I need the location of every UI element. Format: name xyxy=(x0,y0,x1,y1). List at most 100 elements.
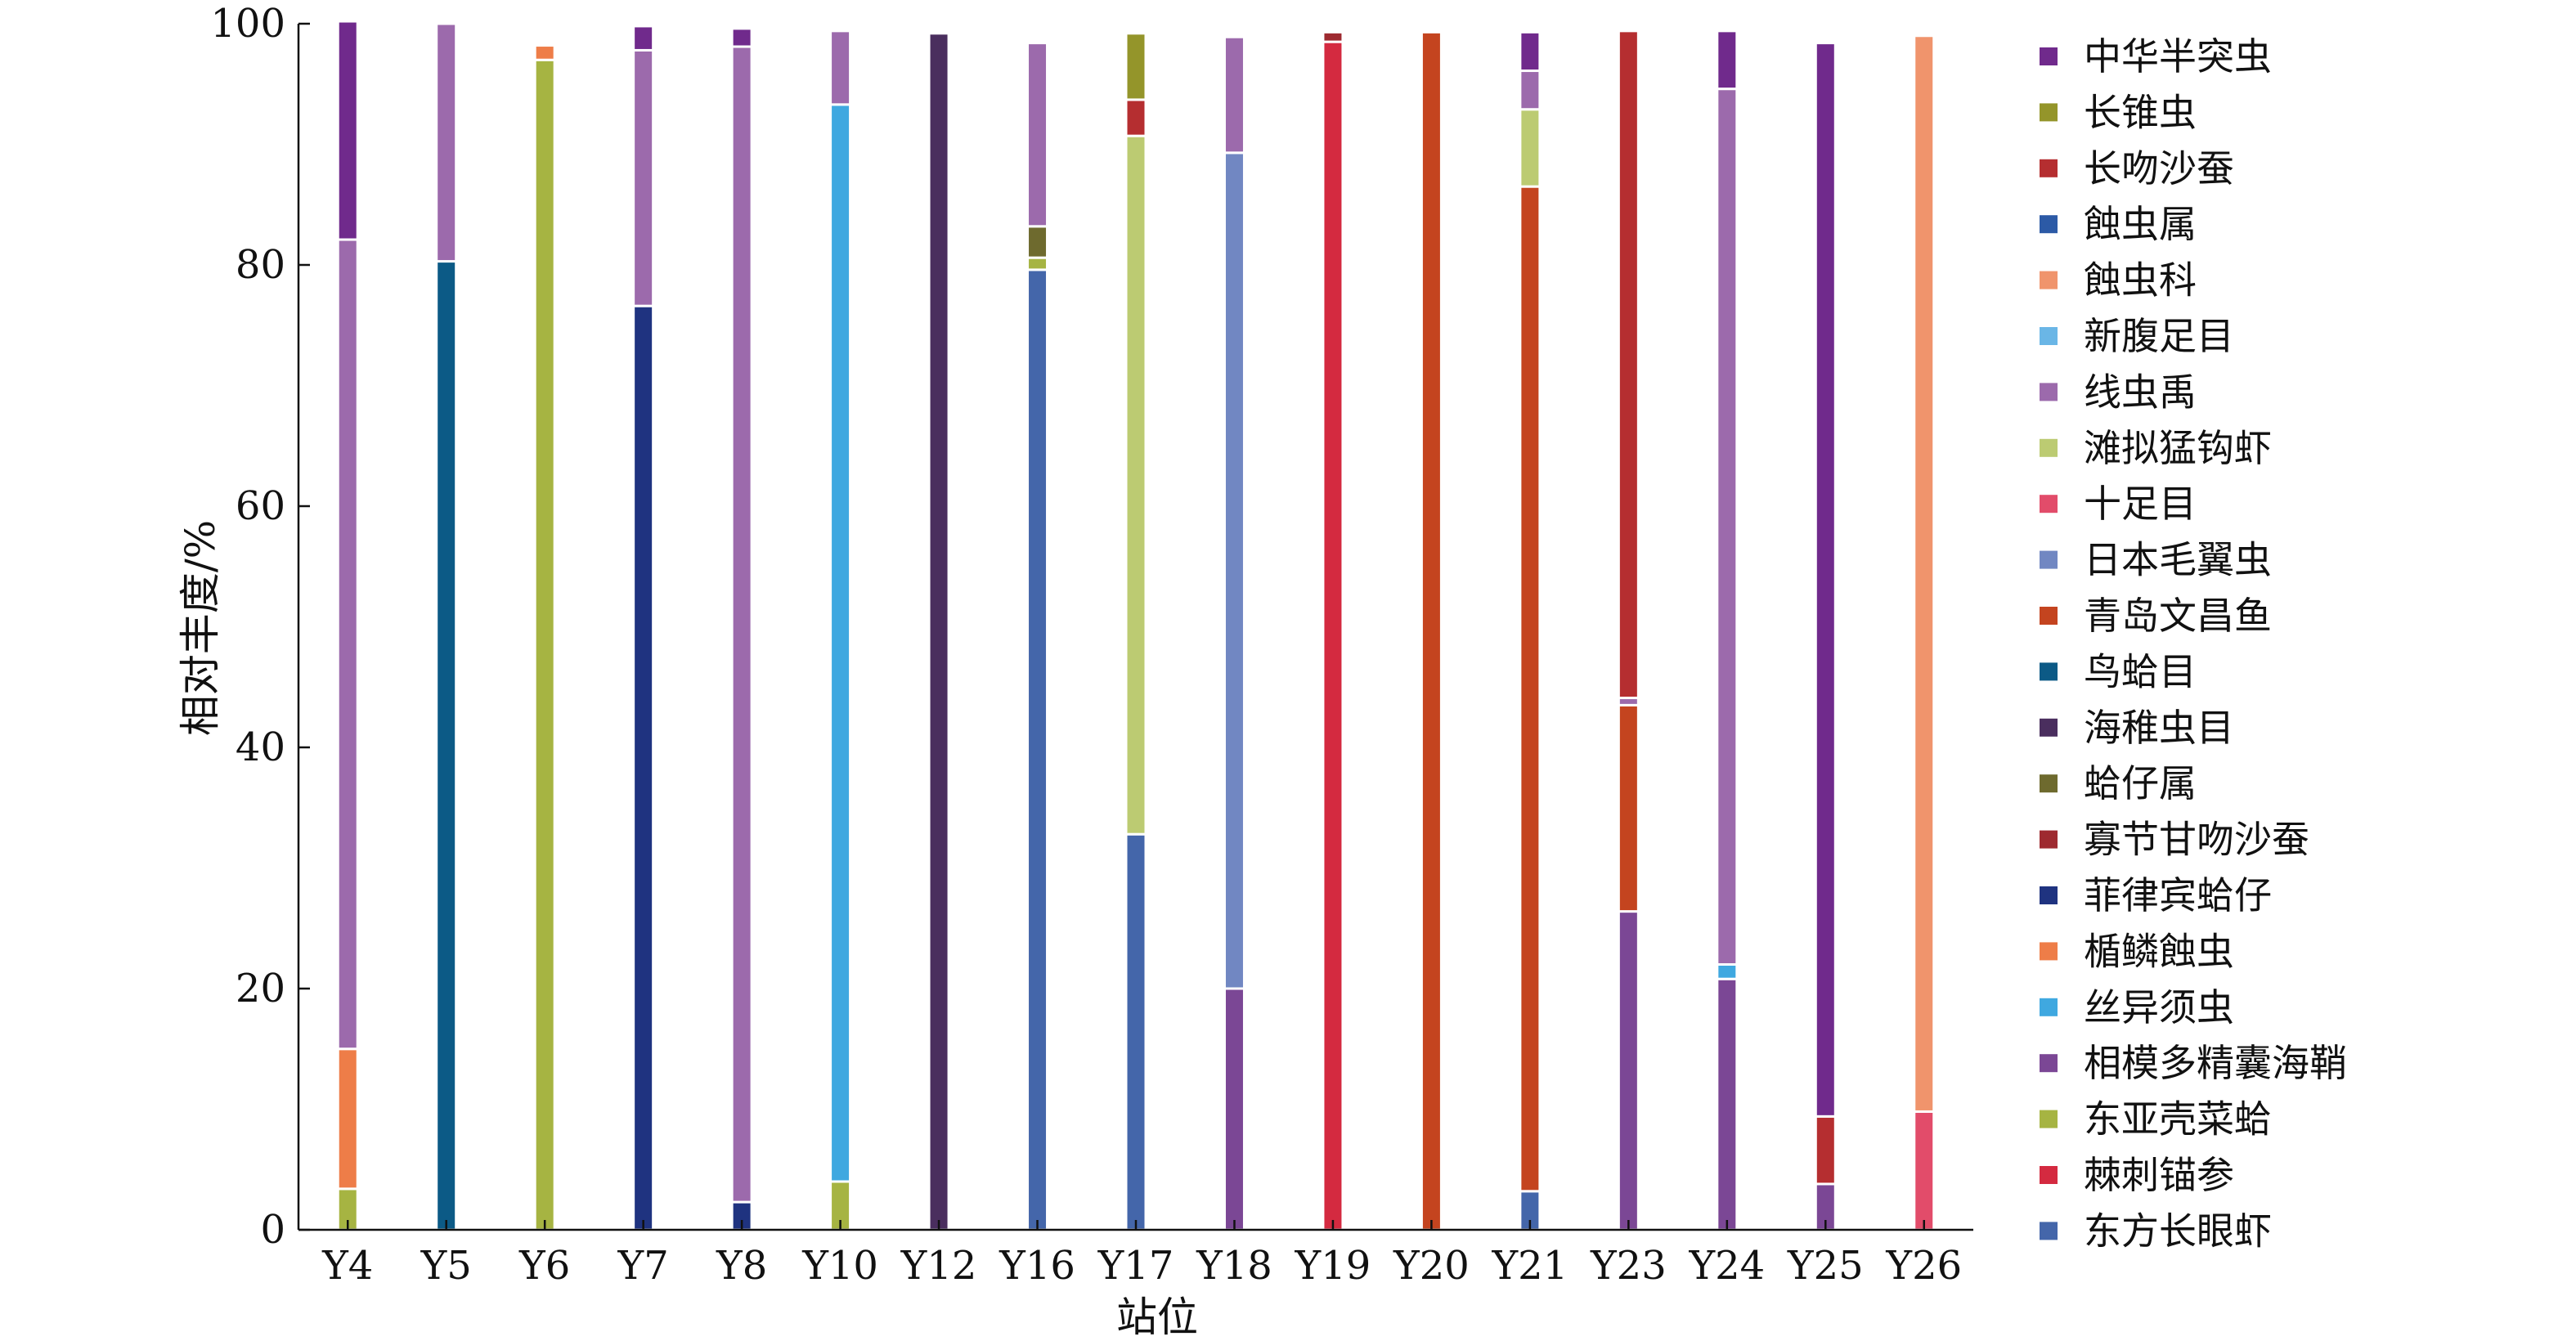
legend-swatch xyxy=(2040,1110,2058,1128)
bar-segment-Y5-s15 xyxy=(435,22,458,263)
bar-segment-Y24-s4 xyxy=(1716,963,1739,980)
bar-segment-Y18-s12 xyxy=(1223,151,1245,990)
legend-item: 长锥虫 xyxy=(2040,90,2197,134)
legend-swatch xyxy=(2040,438,2058,457)
legend-label: 相模多精囊海鞘 xyxy=(2084,1041,2347,1085)
legend-label: 青岛文昌鱼 xyxy=(2084,594,2272,638)
bar-segment-Y12-s9 xyxy=(927,32,950,1231)
legend-swatch xyxy=(2040,550,2058,569)
legend-item: 丝异须虫 xyxy=(2040,985,2234,1029)
bar-segment-Y23-s3 xyxy=(1617,910,1640,1231)
legend-item: 日本毛翼虫 xyxy=(2040,538,2272,582)
legend-label: 日本毛翼虫 xyxy=(2084,538,2272,582)
x-tick-label: Y8 xyxy=(716,1243,767,1289)
legend-item: 相模多精囊海鞘 xyxy=(2040,1041,2347,1085)
legend: 中华半突虫长锥虫长吻沙蚕蝕虫属蝕虫科新腹足目线虫禹滩拟猛钩虾十足目日本毛翼虫青岛… xyxy=(2040,34,2347,1253)
legend-item: 鸟蛤目 xyxy=(2040,649,2197,693)
legend-item: 新腹足目 xyxy=(2040,314,2234,358)
legend-label: 中华半突虫 xyxy=(2084,34,2272,78)
bar-segment-Y8-s21 xyxy=(730,27,753,48)
x-tick-label: Y17 xyxy=(1097,1243,1174,1289)
legend-label: 新腹足目 xyxy=(2084,314,2234,358)
legend-swatch xyxy=(2040,662,2058,681)
bar-segment-Y19-s7 xyxy=(1322,30,1344,43)
bar-segment-Y18-s15 xyxy=(1223,35,1245,155)
x-tick-label: Y16 xyxy=(999,1243,1075,1289)
bar-segment-Y4-s5 xyxy=(336,1047,359,1191)
bar-segment-Y19-s1 xyxy=(1322,40,1344,1231)
y-tick-label: 60 xyxy=(236,483,285,529)
x-tick-label: Y6 xyxy=(518,1243,570,1289)
legend-item: 青岛文昌鱼 xyxy=(2040,594,2272,638)
legend-item: 寡节甘吻沙蚕 xyxy=(2040,818,2309,862)
legend-item: 中华半突虫 xyxy=(2040,34,2272,78)
bar-segment-Y23-s19 xyxy=(1617,29,1640,700)
bar-segment-Y7-s6 xyxy=(632,304,655,1231)
bar-segment-Y16-s2 xyxy=(1026,256,1049,271)
x-tick-label: Y12 xyxy=(900,1243,977,1289)
legend-swatch xyxy=(2040,830,2058,849)
bar-layer xyxy=(336,20,1936,1231)
legend-item: 蝕虫科 xyxy=(2040,258,2197,303)
legend-swatch xyxy=(2040,1222,2058,1240)
legend-label: 蝕虫科 xyxy=(2084,258,2197,303)
legend-label: 线虫禹 xyxy=(2084,370,2197,414)
bar-segment-Y25-s19 xyxy=(1814,1115,1837,1186)
y-tick-label: 0 xyxy=(260,1207,285,1253)
bar-segment-Y18-s3 xyxy=(1223,987,1245,1231)
bar-segment-Y26-s17 xyxy=(1913,34,1936,1113)
legend-item: 菲律宾蛤仔 xyxy=(2040,873,2272,917)
bar-segment-Y21-s15 xyxy=(1519,70,1542,111)
bar-segment-Y24-s3 xyxy=(1716,977,1739,1231)
legend-label: 滩拟猛钩虾 xyxy=(2084,426,2272,470)
bar-segment-Y26-s13 xyxy=(1913,1110,1936,1231)
legend-label: 东亚壳菜蛤 xyxy=(2084,1097,2272,1141)
bar-segment-Y16-s0 xyxy=(1026,268,1049,1231)
y-tick-label: 80 xyxy=(236,242,285,288)
legend-swatch xyxy=(2040,383,2058,401)
legend-label: 菲律宾蛤仔 xyxy=(2084,873,2272,917)
bar-segment-Y6-s5 xyxy=(533,44,556,61)
bar-segment-Y20-s11 xyxy=(1420,30,1443,1231)
legend-swatch xyxy=(2040,1054,2058,1073)
legend-swatch xyxy=(2040,607,2058,625)
legend-label: 长锥虫 xyxy=(2084,90,2197,134)
bar-segment-Y10-s4 xyxy=(829,103,852,1183)
legend-swatch xyxy=(2040,215,2058,234)
y-tick-label: 40 xyxy=(236,724,285,770)
bar-segment-Y17-s20 xyxy=(1124,32,1147,101)
legend-swatch xyxy=(2040,327,2058,345)
legend-label: 蝕虫属 xyxy=(2084,202,2197,246)
bar-segment-Y17-s19 xyxy=(1124,98,1147,137)
axes-layer: 0 20 40 60 80 100 Y4 Y5 Y6 Y7 Y8 Y10 Y12 Y16 Y17 Y18 Y19… xyxy=(210,1,1973,1289)
legend-item: 东方长眼虾 xyxy=(2040,1209,2272,1253)
legend-label: 丝异须虫 xyxy=(2084,985,2234,1029)
legend-label: 海稚虫目 xyxy=(2084,706,2234,750)
x-tick-label: Y7 xyxy=(617,1243,669,1289)
bar-segment-Y24-s21 xyxy=(1716,29,1739,91)
x-tick-label: Y10 xyxy=(801,1243,878,1289)
legend-label: 十足目 xyxy=(2084,482,2197,526)
legend-swatch xyxy=(2040,1166,2058,1184)
legend-item: 东亚壳菜蛤 xyxy=(2040,1097,2272,1141)
bar-segment-Y5-s10 xyxy=(435,260,458,1231)
legend-swatch xyxy=(2040,271,2058,289)
x-tick-label: Y18 xyxy=(1196,1243,1272,1289)
x-tick-label: Y26 xyxy=(1885,1243,1962,1289)
legend-swatch xyxy=(2040,942,2058,961)
legend-item: 蝕虫属 xyxy=(2040,202,2197,246)
legend-label: 长吻沙蚕 xyxy=(2084,146,2234,191)
bar-segment-Y16-s8 xyxy=(1026,225,1049,259)
bar-segment-Y17-s14 xyxy=(1124,134,1147,836)
bar-segment-Y4-s21 xyxy=(336,20,359,241)
legend-item: 楯鳞蝕虫 xyxy=(2040,929,2234,973)
legend-swatch xyxy=(2040,718,2058,737)
bar-segment-Y25-s21 xyxy=(1814,42,1837,1118)
x-tick-label: Y25 xyxy=(1787,1243,1864,1289)
legend-label: 楯鳞蝕虫 xyxy=(2084,929,2234,973)
x-tick-label: Y4 xyxy=(321,1243,373,1289)
y-tick-label: 20 xyxy=(236,966,285,1011)
x-tick-label: Y23 xyxy=(1590,1243,1667,1289)
x-tick-label: Y21 xyxy=(1491,1243,1568,1289)
x-tick-label: Y19 xyxy=(1295,1243,1371,1289)
